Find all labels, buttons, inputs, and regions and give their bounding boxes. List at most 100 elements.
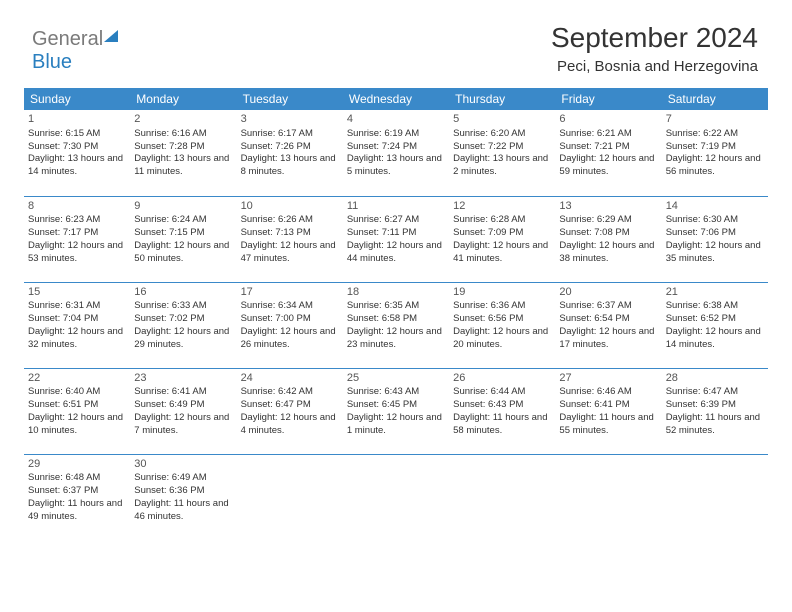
calendar-cell: 18Sunrise: 6:35 AMSunset: 6:58 PMDayligh… <box>343 282 449 368</box>
calendar-cell <box>343 454 449 540</box>
calendar-table: Sunday Monday Tuesday Wednesday Thursday… <box>24 88 768 540</box>
weekday-tuesday: Tuesday <box>237 88 343 110</box>
calendar-cell: 2Sunrise: 6:16 AMSunset: 7:28 PMDaylight… <box>130 110 236 196</box>
day-number: 20 <box>559 285 657 300</box>
calendar-cell: 5Sunrise: 6:20 AMSunset: 7:22 PMDaylight… <box>449 110 555 196</box>
weekday-monday: Monday <box>130 88 236 110</box>
location-text: Peci, Bosnia and Herzegovina <box>551 58 758 75</box>
day-info: Sunrise: 6:35 AMSunset: 6:58 PMDaylight:… <box>347 300 445 351</box>
day-number: 23 <box>134 371 232 386</box>
day-number: 15 <box>28 285 126 300</box>
header: September 2024 Peci, Bosnia and Herzegov… <box>551 22 758 75</box>
weekday-sunday: Sunday <box>24 88 130 110</box>
calendar-cell: 17Sunrise: 6:34 AMSunset: 7:00 PMDayligh… <box>237 282 343 368</box>
logo: General Blue <box>32 28 118 74</box>
calendar-cell <box>449 454 555 540</box>
day-info: Sunrise: 6:46 AMSunset: 6:41 PMDaylight:… <box>559 386 657 437</box>
calendar-cell: 15Sunrise: 6:31 AMSunset: 7:04 PMDayligh… <box>24 282 130 368</box>
day-info: Sunrise: 6:21 AMSunset: 7:21 PMDaylight:… <box>559 128 657 179</box>
day-number: 10 <box>241 199 339 214</box>
calendar-cell: 7Sunrise: 6:22 AMSunset: 7:19 PMDaylight… <box>662 110 768 196</box>
calendar-cell: 20Sunrise: 6:37 AMSunset: 6:54 PMDayligh… <box>555 282 661 368</box>
calendar-cell: 14Sunrise: 6:30 AMSunset: 7:06 PMDayligh… <box>662 196 768 282</box>
day-number: 2 <box>134 112 232 127</box>
day-number: 24 <box>241 371 339 386</box>
calendar-cell: 4Sunrise: 6:19 AMSunset: 7:24 PMDaylight… <box>343 110 449 196</box>
day-number: 18 <box>347 285 445 300</box>
calendar-cell: 26Sunrise: 6:44 AMSunset: 6:43 PMDayligh… <box>449 368 555 454</box>
weekday-saturday: Saturday <box>662 88 768 110</box>
logo-text-blue: Blue <box>32 51 72 73</box>
calendar-cell <box>662 454 768 540</box>
day-info: Sunrise: 6:27 AMSunset: 7:11 PMDaylight:… <box>347 214 445 265</box>
calendar-row: 8Sunrise: 6:23 AMSunset: 7:17 PMDaylight… <box>24 196 768 282</box>
day-info: Sunrise: 6:31 AMSunset: 7:04 PMDaylight:… <box>28 300 126 351</box>
day-number: 21 <box>666 285 764 300</box>
day-number: 11 <box>347 199 445 214</box>
calendar-cell: 28Sunrise: 6:47 AMSunset: 6:39 PMDayligh… <box>662 368 768 454</box>
calendar-row: 15Sunrise: 6:31 AMSunset: 7:04 PMDayligh… <box>24 282 768 368</box>
day-info: Sunrise: 6:47 AMSunset: 6:39 PMDaylight:… <box>666 386 764 437</box>
calendar-cell: 3Sunrise: 6:17 AMSunset: 7:26 PMDaylight… <box>237 110 343 196</box>
day-info: Sunrise: 6:20 AMSunset: 7:22 PMDaylight:… <box>453 128 551 179</box>
logo-text-general: General <box>32 28 103 50</box>
day-number: 30 <box>134 457 232 472</box>
page-title: September 2024 <box>551 22 758 54</box>
day-info: Sunrise: 6:37 AMSunset: 6:54 PMDaylight:… <box>559 300 657 351</box>
calendar-cell: 11Sunrise: 6:27 AMSunset: 7:11 PMDayligh… <box>343 196 449 282</box>
calendar-cell: 9Sunrise: 6:24 AMSunset: 7:15 PMDaylight… <box>130 196 236 282</box>
calendar-cell: 27Sunrise: 6:46 AMSunset: 6:41 PMDayligh… <box>555 368 661 454</box>
calendar-row: 29Sunrise: 6:48 AMSunset: 6:37 PMDayligh… <box>24 454 768 540</box>
calendar-cell <box>555 454 661 540</box>
calendar-cell: 8Sunrise: 6:23 AMSunset: 7:17 PMDaylight… <box>24 196 130 282</box>
day-info: Sunrise: 6:38 AMSunset: 6:52 PMDaylight:… <box>666 300 764 351</box>
day-number: 8 <box>28 199 126 214</box>
calendar-cell <box>237 454 343 540</box>
day-number: 22 <box>28 371 126 386</box>
calendar-row: 22Sunrise: 6:40 AMSunset: 6:51 PMDayligh… <box>24 368 768 454</box>
day-number: 26 <box>453 371 551 386</box>
calendar-cell: 30Sunrise: 6:49 AMSunset: 6:36 PMDayligh… <box>130 454 236 540</box>
day-number: 6 <box>559 112 657 127</box>
day-info: Sunrise: 6:40 AMSunset: 6:51 PMDaylight:… <box>28 386 126 437</box>
day-info: Sunrise: 6:33 AMSunset: 7:02 PMDaylight:… <box>134 300 232 351</box>
calendar-cell: 24Sunrise: 6:42 AMSunset: 6:47 PMDayligh… <box>237 368 343 454</box>
calendar-cell: 6Sunrise: 6:21 AMSunset: 7:21 PMDaylight… <box>555 110 661 196</box>
day-number: 9 <box>134 199 232 214</box>
day-info: Sunrise: 6:29 AMSunset: 7:08 PMDaylight:… <box>559 214 657 265</box>
day-info: Sunrise: 6:49 AMSunset: 6:36 PMDaylight:… <box>134 472 232 523</box>
day-number: 28 <box>666 371 764 386</box>
day-info: Sunrise: 6:34 AMSunset: 7:00 PMDaylight:… <box>241 300 339 351</box>
day-number: 14 <box>666 199 764 214</box>
day-number: 17 <box>241 285 339 300</box>
weekday-wednesday: Wednesday <box>343 88 449 110</box>
day-number: 7 <box>666 112 764 127</box>
calendar-cell: 23Sunrise: 6:41 AMSunset: 6:49 PMDayligh… <box>130 368 236 454</box>
day-number: 13 <box>559 199 657 214</box>
day-info: Sunrise: 6:30 AMSunset: 7:06 PMDaylight:… <box>666 214 764 265</box>
calendar-cell: 25Sunrise: 6:43 AMSunset: 6:45 PMDayligh… <box>343 368 449 454</box>
calendar-cell: 21Sunrise: 6:38 AMSunset: 6:52 PMDayligh… <box>662 282 768 368</box>
calendar-cell: 13Sunrise: 6:29 AMSunset: 7:08 PMDayligh… <box>555 196 661 282</box>
day-info: Sunrise: 6:17 AMSunset: 7:26 PMDaylight:… <box>241 128 339 179</box>
day-info: Sunrise: 6:43 AMSunset: 6:45 PMDaylight:… <box>347 386 445 437</box>
day-number: 1 <box>28 112 126 127</box>
day-info: Sunrise: 6:24 AMSunset: 7:15 PMDaylight:… <box>134 214 232 265</box>
day-info: Sunrise: 6:16 AMSunset: 7:28 PMDaylight:… <box>134 128 232 179</box>
calendar-cell: 22Sunrise: 6:40 AMSunset: 6:51 PMDayligh… <box>24 368 130 454</box>
day-number: 19 <box>453 285 551 300</box>
day-info: Sunrise: 6:15 AMSunset: 7:30 PMDaylight:… <box>28 128 126 179</box>
day-info: Sunrise: 6:48 AMSunset: 6:37 PMDaylight:… <box>28 472 126 523</box>
day-info: Sunrise: 6:26 AMSunset: 7:13 PMDaylight:… <box>241 214 339 265</box>
day-info: Sunrise: 6:23 AMSunset: 7:17 PMDaylight:… <box>28 214 126 265</box>
day-info: Sunrise: 6:22 AMSunset: 7:19 PMDaylight:… <box>666 128 764 179</box>
weekday-friday: Friday <box>555 88 661 110</box>
day-number: 29 <box>28 457 126 472</box>
day-number: 27 <box>559 371 657 386</box>
weekday-header-row: Sunday Monday Tuesday Wednesday Thursday… <box>24 88 768 110</box>
calendar-row: 1Sunrise: 6:15 AMSunset: 7:30 PMDaylight… <box>24 110 768 196</box>
calendar-cell: 1Sunrise: 6:15 AMSunset: 7:30 PMDaylight… <box>24 110 130 196</box>
day-number: 16 <box>134 285 232 300</box>
day-info: Sunrise: 6:19 AMSunset: 7:24 PMDaylight:… <box>347 128 445 179</box>
weekday-thursday: Thursday <box>449 88 555 110</box>
